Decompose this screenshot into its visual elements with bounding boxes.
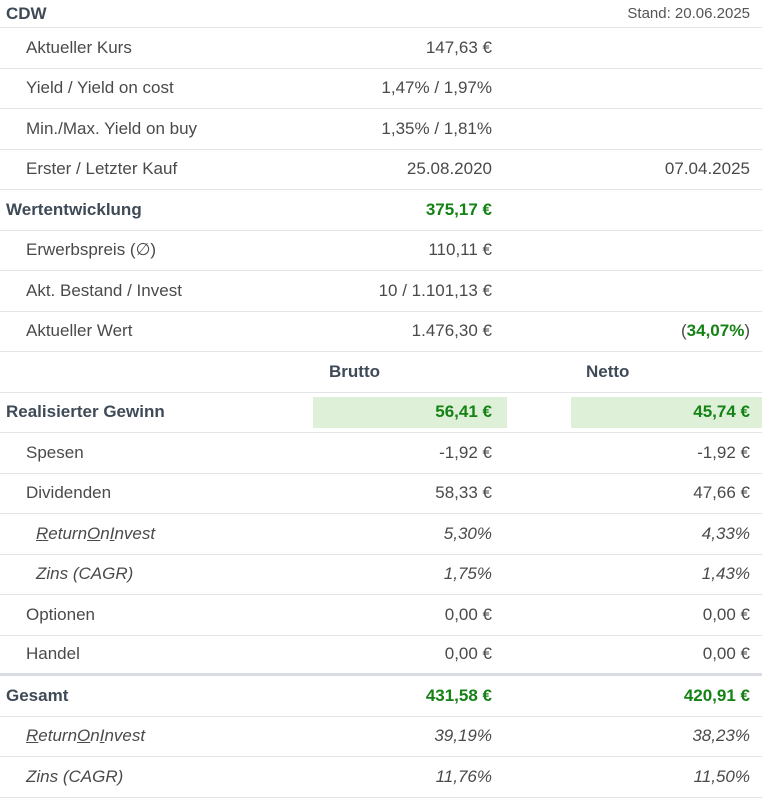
label-zins-cagr-2: Zins (CAGR) <box>26 766 124 786</box>
value-handel-netto: 0,00 € <box>702 644 750 664</box>
value-gesamt-brutto: 431,58 € <box>425 685 492 705</box>
column-header-netto: Netto <box>586 361 630 381</box>
label-handel: Handel <box>26 644 80 664</box>
value-roi1-netto: 4,33% <box>701 523 750 543</box>
label-spesen: Spesen <box>26 442 84 462</box>
label-yield: Yield / Yield on cost <box>26 78 174 98</box>
paren-close: ) <box>744 321 750 341</box>
label-kauf: Erster / Letzter Kauf <box>26 159 178 179</box>
value-aktueller-kurs: 147,63 € <box>425 37 492 57</box>
label-aktueller-wert: Aktueller Wert <box>26 321 133 341</box>
row-kauf: Erster / Letzter Kauf 25.08.2020 07.04.2… <box>0 150 762 190</box>
value-erster-kauf: 25.08.2020 <box>406 159 492 179</box>
label-dividenden: Dividenden <box>26 483 112 503</box>
value-letzter-kauf: 07.04.2025 <box>664 159 750 179</box>
label-wertentwicklung: Wertentwicklung <box>6 199 142 219</box>
label-realisierter-gewinn: Realisierter Gewinn <box>6 402 165 422</box>
roi2-letter-i: I <box>99 726 105 746</box>
label-bestand: Akt. Bestand / Invest <box>26 280 182 300</box>
roi-text-nvest: nvest <box>114 523 156 543</box>
roi2-letter-r: R <box>26 726 39 746</box>
roi-letter-r: R <box>36 523 49 543</box>
column-header-brutto: Brutto <box>329 361 380 381</box>
value-aktueller-wert-pct: (34,07%) <box>681 312 750 352</box>
value-spesen-brutto: -1,92 € <box>439 442 492 462</box>
value-zins1-netto: 1,43% <box>701 564 750 584</box>
roi2-letter-o: O <box>77 726 91 746</box>
value-roi1-brutto: 5,30% <box>443 523 492 543</box>
row-optionen: Optionen 0,00 € 0,00 € <box>0 595 762 636</box>
highlight-brutto <box>313 396 507 428</box>
value-zins2-netto: 11,50% <box>693 766 750 786</box>
label-optionen: Optionen <box>26 604 95 624</box>
label-aktueller-kurs: Aktueller Kurs <box>26 37 132 57</box>
row-erwerbspreis: Erwerbspreis (∅) 110,11 € <box>0 231 762 271</box>
row-zins-cagr-1: Zins (CAGR) 1,75% 1,43% <box>0 555 762 595</box>
roi2-text-nvest: nvest <box>104 726 146 746</box>
row-spesen: Spesen -1,92 € -1,92 € <box>0 433 762 474</box>
row-column-headers: Brutto Netto <box>0 352 762 393</box>
roi2-text-eturn: eturn <box>38 726 78 746</box>
row-aktueller-kurs: Aktueller Kurs 147,63 € <box>0 28 762 69</box>
value-erwerbspreis: 110,11 € <box>428 240 492 260</box>
highlight-netto <box>571 396 762 428</box>
value-spesen-netto: -1,92 € <box>697 442 750 462</box>
value-zins2-brutto: 11,76% <box>435 766 492 786</box>
label-zins-cagr-1: Zins (CAGR) <box>36 564 134 584</box>
row-gesamt: Gesamt 431,58 € 420,91 € <box>0 676 762 717</box>
value-dividenden-brutto: 58,33 € <box>435 483 492 503</box>
header-row: CDW Stand: 20.06.2025 <box>0 0 762 28</box>
value-optionen-netto: 0,00 € <box>702 604 750 624</box>
value-aktueller-wert: 1.476,30 € <box>411 321 492 341</box>
row-min-max-yield: Min./Max. Yield on buy 1,35% / 1,81% <box>0 109 762 150</box>
row-dividenden: Dividenden 58,33 € 47,66 € <box>0 474 762 514</box>
value-optionen-brutto: 0,00 € <box>444 604 492 624</box>
value-handel-brutto: 0,00 € <box>444 644 492 664</box>
roi-text-eturn: eturn <box>48 523 88 543</box>
label-erwerbspreis: Erwerbspreis (∅) <box>26 240 157 260</box>
row-realisierter-gewinn: Realisierter Gewinn 56,41 € 45,74 € <box>0 393 762 433</box>
row-aktueller-wert: Aktueller Wert 1.476,30 € (34,07%) <box>0 312 762 352</box>
value-yield: 1,47% / 1,97% <box>381 78 492 98</box>
stand-date: Stand: 20.06.2025 <box>627 5 750 22</box>
row-yield: Yield / Yield on cost 1,47% / 1,97% <box>0 69 762 109</box>
roi-letter-i: I <box>109 523 115 543</box>
value-dividenden-netto: 47,66 € <box>693 483 750 503</box>
value-realisiert-netto: 45,74 € <box>693 402 750 422</box>
paren-open: ( <box>680 321 687 341</box>
roi2-text-n: n <box>90 726 100 746</box>
pct-value: 34,07% <box>686 321 745 341</box>
row-bestand: Akt. Bestand / Invest 10 / 1.101,13 € <box>0 271 762 312</box>
value-zins1-brutto: 1,75% <box>443 564 492 584</box>
value-roi2-netto: 38,23% <box>692 726 750 746</box>
label-min-max-yield: Min./Max. Yield on buy <box>26 118 198 138</box>
row-handel: Handel 0,00 € 0,00 € <box>0 636 762 676</box>
row-wertentwicklung: Wertentwicklung 375,17 € <box>0 190 762 231</box>
value-min-max-yield: 1,35% / 1,81% <box>381 118 492 138</box>
value-roi2-brutto: 39,19% <box>434 726 492 746</box>
value-bestand: 10 / 1.101,13 € <box>378 280 492 300</box>
roi-letter-o: O <box>87 523 101 543</box>
ticker-title: CDW <box>6 3 47 23</box>
value-gesamt-netto: 420,91 € <box>683 685 750 705</box>
roi-text-n: n <box>100 523 110 543</box>
value-realisiert-brutto: 56,41 € <box>435 402 492 422</box>
row-zins-cagr-2: Zins (CAGR) 11,76% 11,50% <box>0 757 762 798</box>
label-gesamt: Gesamt <box>6 685 69 705</box>
value-wertentwicklung: 375,17 € <box>425 199 492 219</box>
